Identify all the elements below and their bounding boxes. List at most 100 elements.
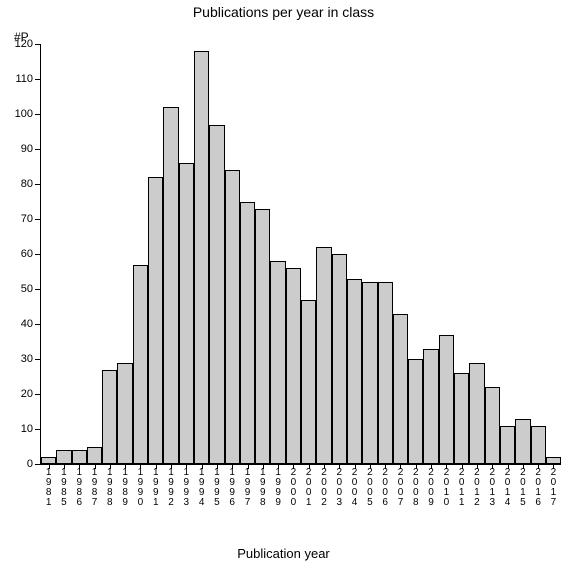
bar-slot: 1998 <box>255 44 270 464</box>
x-tick-label: 1996 <box>228 468 237 508</box>
bar <box>515 419 530 465</box>
bar <box>378 282 393 464</box>
x-tick-label: 2013 <box>488 468 497 508</box>
bar <box>485 387 500 464</box>
bar <box>469 363 484 465</box>
y-tick <box>35 149 41 150</box>
bar-slot: 1992 <box>163 44 178 464</box>
bar <box>133 265 148 465</box>
bar-slot: 2008 <box>408 44 423 464</box>
x-tick-label: 2012 <box>472 468 481 508</box>
bar <box>332 254 347 464</box>
bar <box>362 282 377 464</box>
bar <box>72 450 87 464</box>
bar-slot: 1990 <box>133 44 148 464</box>
x-tick-label: 2001 <box>304 468 313 508</box>
x-tick-label: 1986 <box>75 468 84 508</box>
bar-slot: 1986 <box>72 44 87 464</box>
y-tick-label: 110 <box>15 73 33 85</box>
bar-slot: 1985 <box>56 44 71 464</box>
bar-slot: 1991 <box>148 44 163 464</box>
bar-slot: 1999 <box>270 44 285 464</box>
bar <box>41 457 56 464</box>
bar <box>87 447 102 465</box>
y-tick-label: 80 <box>21 178 33 190</box>
y-tick-label: 50 <box>21 283 33 295</box>
x-tick-label: 2011 <box>457 468 466 508</box>
bar-slot: 2012 <box>469 44 484 464</box>
bar <box>454 373 469 464</box>
y-tick-label: 120 <box>15 38 33 50</box>
bar <box>286 268 301 464</box>
x-tick-label: 2002 <box>319 468 328 508</box>
y-tick <box>35 184 41 185</box>
x-tick-label: 1989 <box>121 468 130 508</box>
bar <box>301 300 316 465</box>
bar-slot: 2014 <box>500 44 515 464</box>
y-tick-label: 10 <box>21 423 33 435</box>
y-tick-label: 60 <box>21 248 33 260</box>
bar-slot: 2004 <box>347 44 362 464</box>
y-tick-label: 90 <box>21 143 33 155</box>
bar <box>209 125 224 465</box>
bar-slot: 1993 <box>179 44 194 464</box>
x-tick-label: 2014 <box>503 468 512 508</box>
bar <box>240 202 255 465</box>
bar-slot: 1995 <box>209 44 224 464</box>
y-tick <box>35 79 41 80</box>
x-tick-label: 2017 <box>549 468 558 508</box>
bar <box>102 370 117 465</box>
x-tick-label: 1981 <box>44 468 53 508</box>
x-tick-label: 1985 <box>59 468 68 508</box>
x-tick-label: 2004 <box>350 468 359 508</box>
bar-slot: 2007 <box>393 44 408 464</box>
bar <box>225 170 240 464</box>
y-tick <box>35 359 41 360</box>
chart-title: Publications per year in class <box>0 4 567 20</box>
y-tick-label: 30 <box>21 353 33 365</box>
chart-container: Publications per year in class #P 198119… <box>0 0 567 567</box>
y-tick <box>35 219 41 220</box>
bar <box>393 314 408 465</box>
x-tick-label: 2007 <box>396 468 405 508</box>
bar <box>194 51 209 464</box>
bar <box>347 279 362 465</box>
bar-slot: 2016 <box>531 44 546 464</box>
x-tick-label: 2009 <box>427 468 436 508</box>
bar <box>163 107 178 464</box>
x-tick-label: 1995 <box>212 468 221 508</box>
bar-slot: 2009 <box>423 44 438 464</box>
x-tick-label: 1998 <box>258 468 267 508</box>
bar <box>56 450 71 464</box>
bar <box>423 349 438 465</box>
x-tick-label: 1991 <box>151 468 160 508</box>
bars-group: 1981198519861987198819891990199119921993… <box>41 44 561 464</box>
y-tick-label: 70 <box>21 213 33 225</box>
x-tick-label: 1990 <box>136 468 145 508</box>
bar-slot: 1994 <box>194 44 209 464</box>
x-tick-label: 1988 <box>105 468 114 508</box>
bar <box>439 335 454 465</box>
x-tick-label: 2006 <box>381 468 390 508</box>
bar-slot: 2017 <box>546 44 561 464</box>
bar-slot: 1981 <box>41 44 56 464</box>
y-tick-label: 20 <box>21 388 33 400</box>
y-tick-label: 100 <box>15 108 33 120</box>
x-tick-label: 2005 <box>365 468 374 508</box>
bar <box>270 261 285 464</box>
plot-area: 1981198519861987198819891990199119921993… <box>40 44 561 465</box>
y-tick <box>35 394 41 395</box>
bar-slot: 1996 <box>225 44 240 464</box>
bar <box>546 457 561 464</box>
bar <box>179 163 194 464</box>
bar-slot: 1989 <box>117 44 132 464</box>
bar <box>117 363 132 465</box>
bar-slot: 2001 <box>301 44 316 464</box>
x-tick-label: 2008 <box>411 468 420 508</box>
y-tick-label: 0 <box>27 458 33 470</box>
bar-slot: 2003 <box>332 44 347 464</box>
bar-slot: 2000 <box>286 44 301 464</box>
bar-slot: 1997 <box>240 44 255 464</box>
y-tick <box>35 254 41 255</box>
x-tick-label: 1987 <box>90 468 99 508</box>
